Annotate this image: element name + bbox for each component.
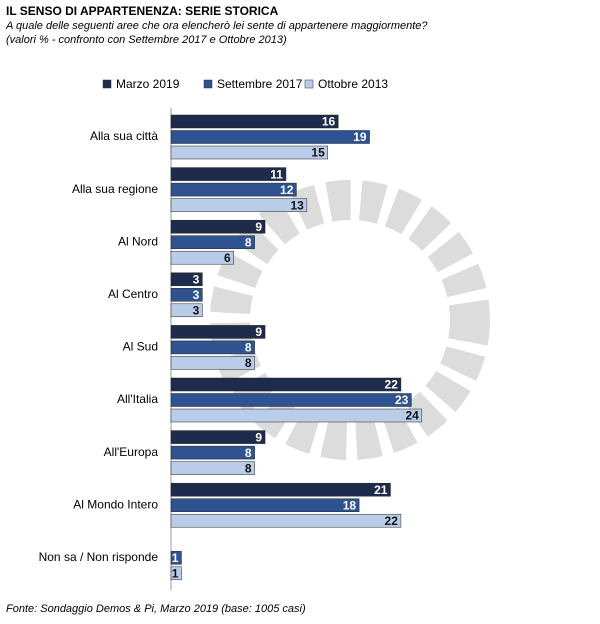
value-label: 3 (193, 303, 200, 317)
bar (170, 445, 255, 460)
bar (170, 461, 255, 475)
value-label: 9 (255, 220, 262, 234)
legend-swatch (102, 79, 112, 89)
bar (170, 219, 266, 234)
value-label: 3 (193, 272, 200, 286)
bar (170, 235, 255, 249)
bar (170, 340, 255, 355)
category-label: Al Sud (123, 340, 158, 354)
decoration (210, 180, 490, 460)
value-label: 21 (374, 483, 388, 497)
bar (170, 114, 339, 129)
bar (170, 408, 423, 423)
bar (170, 325, 266, 339)
legend-label: Marzo 2019 (116, 77, 180, 91)
category-label: Al Centro (108, 287, 158, 301)
value-label: 22 (385, 514, 399, 528)
value-label: 8 (245, 446, 252, 460)
bar (170, 482, 391, 497)
bar (170, 566, 182, 581)
value-label: 24 (405, 409, 419, 423)
value-label: 8 (245, 461, 252, 475)
bar (170, 513, 402, 528)
category-label: All'Europa (104, 445, 159, 459)
category-label: Al Nord (118, 234, 158, 248)
value-label: 11 (270, 167, 283, 181)
bar (170, 430, 266, 444)
value-label: 1 (172, 551, 179, 565)
value-label: 1 (172, 566, 179, 580)
category-label: Al Mondo Intero (73, 497, 158, 511)
bar (170, 250, 234, 265)
bar (170, 356, 255, 370)
legend-label: Ottobre 2013 (318, 77, 388, 91)
value-label: 23 (395, 393, 409, 407)
chart-subtitle: A quale delle seguenti aree che ora elen… (5, 20, 428, 32)
chart-note: (valori % - confronto con Settembre 2017… (6, 34, 287, 46)
value-label: 8 (245, 356, 252, 370)
bar (170, 145, 328, 160)
bar (170, 182, 297, 197)
value-label: 18 (343, 498, 357, 512)
value-label: 3 (193, 288, 200, 302)
value-label: 9 (255, 430, 262, 444)
value-label: 22 (385, 378, 399, 392)
bar (170, 551, 182, 565)
category-label: All'Italia (117, 392, 158, 406)
category-label: Alla sua città (90, 129, 158, 143)
bar (170, 288, 203, 302)
value-label: 19 (353, 130, 367, 144)
chart-title: IL SENSO DI APPARTENENZA: SERIE STORICA (6, 4, 279, 18)
legend-swatch (203, 79, 213, 89)
chart-source: Fonte: Sondaggio Demos & Pi, Marzo 2019 … (6, 603, 306, 615)
category-label: Alla sua regione (72, 182, 158, 196)
bar (170, 393, 412, 407)
bar (170, 498, 360, 512)
bar (170, 377, 402, 392)
value-label: 13 (290, 198, 304, 212)
bar (170, 272, 203, 287)
value-label: 8 (245, 341, 252, 355)
legend-swatch (304, 79, 314, 89)
legend-label: Settembre 2017 (217, 77, 303, 91)
value-label: 9 (255, 325, 262, 339)
value-label: 16 (322, 115, 336, 129)
bar (170, 303, 203, 318)
category-label: Non sa / Non risponde (39, 550, 159, 564)
value-label: 15 (311, 146, 325, 160)
bar (170, 198, 308, 212)
value-label: 6 (224, 251, 231, 265)
value-label: 8 (245, 235, 252, 249)
bar (170, 130, 370, 144)
bar (170, 167, 287, 181)
value-label: 12 (280, 183, 294, 197)
